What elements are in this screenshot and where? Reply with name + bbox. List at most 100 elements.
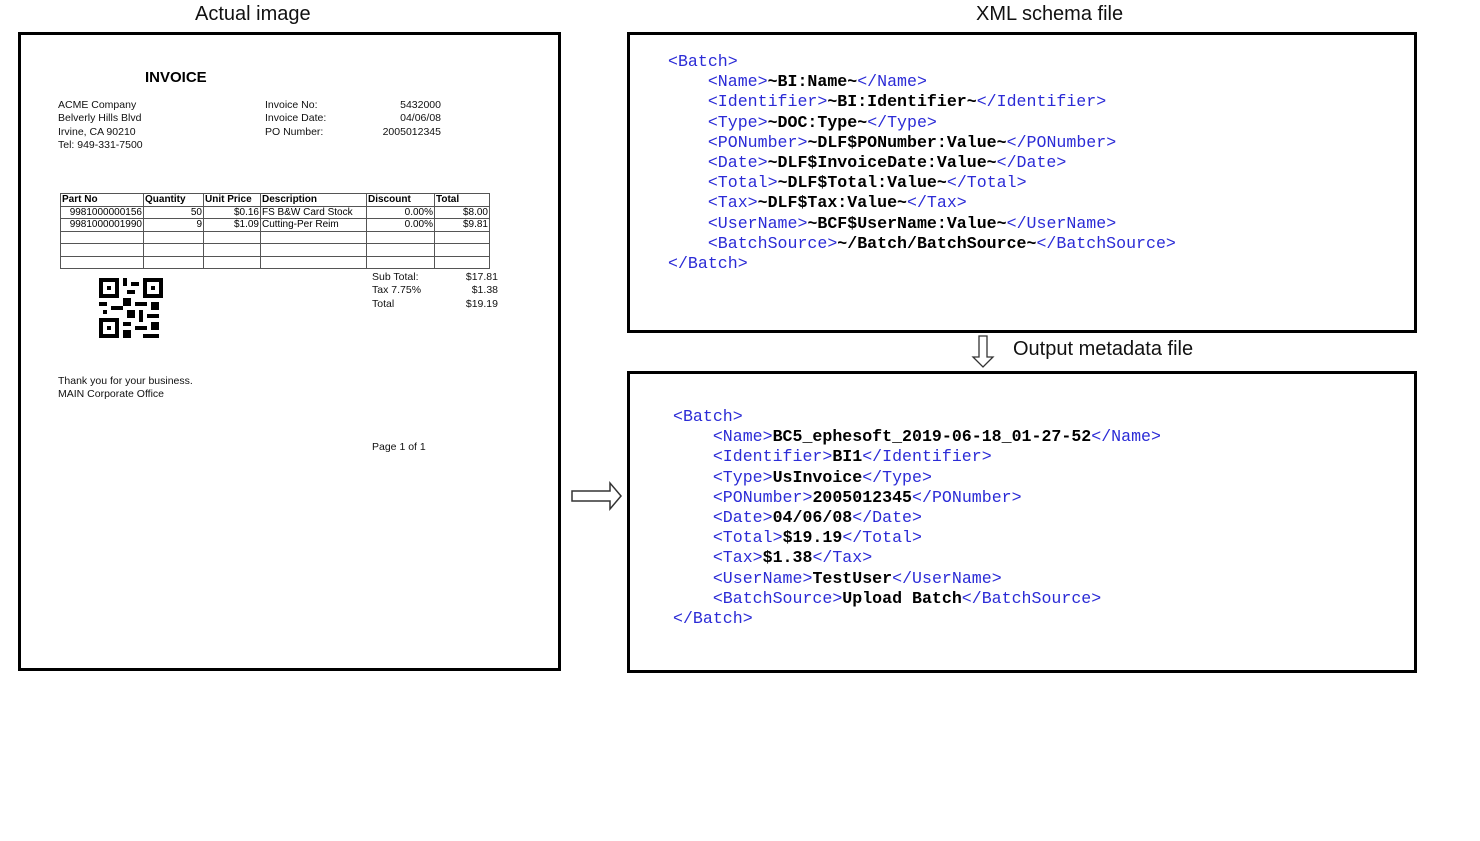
table-row: 9981000000156 50 $0.16 FS B&W Card Stock… (60, 205, 490, 219)
xml-open-tag: <Tax> (707, 193, 758, 213)
xml-open-tag: <Total> (707, 173, 778, 193)
company-address: ACME Company Belverly Hills Blvd Irvine,… (58, 99, 143, 152)
xml-line: <Date>~DLF$InvoiceDate:Value~</Date> (668, 153, 1176, 173)
header-cell: Description (260, 193, 367, 207)
empty-row (60, 255, 490, 269)
xml-open-tag: <UserName> (712, 568, 813, 588)
xml-root-close: </Batch> (668, 254, 1176, 274)
cell: 9 (143, 218, 204, 232)
xml-close-tag: </Date> (996, 153, 1067, 173)
xml-line: <Identifier>BI1</Identifier> (673, 447, 1161, 467)
table-row: 9981000001990 9 $1.09 Cutting-Per Reim 0… (60, 218, 490, 232)
summary-labels: Sub Total: Tax 7.75% Total (372, 271, 421, 311)
address-line: ACME Company (58, 99, 137, 111)
cell: $9.81 (434, 218, 490, 232)
xml-open-tag: <PONumber> (712, 487, 813, 507)
xml-value: ~BI:Name~ (767, 72, 858, 92)
xml-line: <PONumber>~DLF$PONumber:Value~</PONumber… (668, 133, 1176, 153)
field-value: 5432000 (400, 99, 441, 111)
xml-open-tag: <Type> (707, 112, 768, 132)
xml-line: <Name>~BI:Name~</Name> (668, 72, 1176, 92)
xml-open-tag: <Tax> (712, 548, 763, 568)
xml-open-tag: <UserName> (707, 213, 808, 233)
xml-value: ~BCF$UserName:Value~ (807, 213, 1007, 233)
schema-xml: <Batch> <Name>~BI:Name~</Name> <Identifi… (668, 52, 1176, 274)
xml-open-tag: <Type> (712, 467, 773, 487)
header-cell: Discount (366, 193, 435, 207)
xml-tag: </Batch> (673, 609, 753, 629)
xml-close-tag: </BatchSource> (1036, 233, 1176, 253)
xml-close-tag: </Identifier> (976, 92, 1107, 112)
header-cell: Part No (60, 193, 144, 207)
xml-close-tag: </Total> (946, 173, 1027, 193)
header-cell: Total (434, 193, 490, 207)
xml-value: ~DLF$PONumber:Value~ (807, 132, 1007, 152)
xml-open-tag: <BatchSource> (707, 233, 838, 253)
xml-value: 04/06/08 (772, 508, 853, 528)
empty-row (60, 243, 490, 257)
invoice-field-labels: Invoice No: Invoice Date: PO Number: (265, 99, 326, 139)
xml-line: <Tax>~DLF$Tax:Value~</Tax> (668, 193, 1176, 213)
xml-line: <Identifier>~BI:Identifier~</Identifier> (668, 92, 1176, 112)
xml-value: ~DOC:Type~ (767, 112, 868, 132)
cell: 0.00% (366, 218, 435, 232)
xml-tag: <Batch> (668, 52, 738, 71)
field-label: PO Number: (265, 125, 324, 138)
xml-line: <Type>UsInvoice</Type> (673, 468, 1161, 488)
cell: 0.00% (366, 205, 435, 219)
xml-value: BI1 (832, 447, 863, 467)
xml-close-tag: </Identifier> (862, 447, 992, 467)
address-line: Tel: 949-331-7500 (58, 138, 143, 151)
items-table: Part No Quantity Unit Price Description … (60, 193, 490, 269)
field-value: 04/06/08 (400, 112, 441, 125)
empty-row (60, 230, 490, 244)
xml-line: <Name>BC5_ephesoft_2019-06-18_01-27-52</… (673, 427, 1161, 447)
xml-close-tag: </Total> (842, 528, 922, 548)
xml-close-tag: </Tax> (812, 548, 873, 568)
xml-line: <UserName>TestUser</UserName> (673, 569, 1161, 589)
xml-close-tag: </UserName> (1006, 213, 1117, 233)
output-title: Output metadata file (1013, 338, 1194, 360)
cell: $0.16 (203, 205, 261, 219)
xml-value: TestUser (812, 568, 893, 588)
footer-line: Thank you for your business. (58, 375, 193, 387)
summary-value: $17.81 (465, 271, 498, 283)
xml-open-tag: <PONumber> (707, 132, 808, 152)
xml-value: $1.38 (762, 548, 813, 568)
xml-value: $19.19 (782, 528, 843, 548)
invoice-field-values: 5432000 04/06/08 2005012345 (351, 99, 441, 139)
xml-value: BC5_ephesoft_2019-06-18_01-27-52 (772, 427, 1092, 447)
summary-label: Total (372, 297, 395, 310)
xml-close-tag: </Name> (1091, 427, 1161, 447)
xml-close-tag: </Tax> (907, 193, 967, 213)
address-line: Irvine, CA 90210 (58, 125, 136, 138)
xml-line: <PONumber>2005012345</PONumber> (673, 488, 1161, 508)
output-box: <Batch> <Name>BC5_ephesoft_2019-06-18_01… (627, 371, 1417, 673)
field-value: 2005012345 (382, 125, 441, 138)
xml-tag: </Batch> (668, 254, 748, 274)
cell: Cutting-Per Reim (260, 218, 367, 232)
right-arrow-icon (571, 480, 622, 512)
table-header-row: Part No Quantity Unit Price Description … (60, 193, 490, 207)
xml-open-tag: <Name> (712, 427, 773, 447)
xml-root-open: <Batch> (668, 52, 1176, 72)
cell: 50 (143, 205, 204, 219)
summary-values: $17.81 $1.38 $19.19 (441, 271, 498, 311)
summary-label: Sub Total: (372, 271, 419, 283)
field-label: Invoice Date: (265, 112, 327, 125)
summary-label: Tax 7.75% (372, 284, 422, 297)
xml-open-tag: <Date> (712, 508, 773, 528)
invoice-footer: Thank you for your business. MAIN Corpor… (58, 375, 193, 402)
xml-line: <BatchSource>~/Batch/BatchSource~</Batch… (668, 234, 1176, 254)
cell: 9981000001990 (60, 218, 144, 232)
xml-value: 2005012345 (812, 487, 913, 507)
xml-value: Upload Batch (842, 588, 962, 608)
xml-line: <Total>~DLF$Total:Value~</Total> (668, 173, 1176, 193)
actual-image-title: Actual image (195, 3, 311, 25)
header-cell: Quantity (143, 193, 204, 207)
down-arrow-icon (971, 335, 995, 368)
xml-root-open: <Batch> (673, 407, 1161, 427)
xml-value: ~BI:Identifier~ (827, 92, 977, 112)
xml-root-close: </Batch> (673, 609, 1161, 629)
xml-tag: <Batch> (673, 407, 743, 426)
